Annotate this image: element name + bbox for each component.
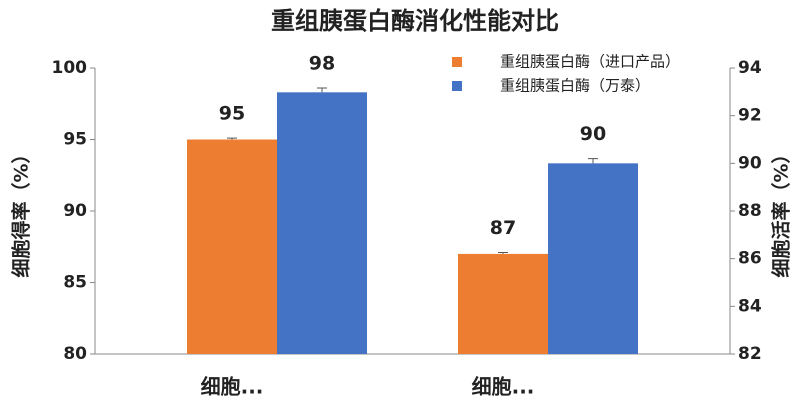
y2-tick-label: 92 [738, 106, 762, 126]
y2-tick-label: 82 [738, 344, 762, 364]
y2-tick-label: 90 [738, 153, 762, 173]
legend-swatch [452, 57, 462, 67]
bar [277, 92, 367, 354]
error-bar [498, 251, 508, 254]
bar [187, 139, 277, 354]
legend-label: 重组胰蛋白酶（进口产品） [500, 53, 680, 71]
legend-swatch [452, 81, 462, 91]
legend: 重组胰蛋白酶（进口产品） 重组胰蛋白酶（万泰） [452, 53, 680, 95]
y2-tick-label: 88 [738, 201, 762, 221]
error-bar [227, 137, 237, 140]
data-label: 98 [309, 53, 335, 75]
y2-tick-label: 86 [738, 249, 762, 269]
y2-axis-label: 细胞活率（%） [770, 144, 793, 277]
y-tick-label: 90 [63, 201, 87, 221]
y2-tick-label: 94 [738, 58, 762, 78]
x-tick-label: 细胞... [472, 375, 535, 399]
legend-label: 重组胰蛋白酶（万泰） [500, 77, 650, 95]
bar [458, 253, 548, 354]
x-tick-label: 细胞... [201, 375, 264, 399]
y-axis-label: 细胞得率（%） [10, 144, 33, 277]
data-label: 87 [490, 217, 516, 239]
y-tick-label: 95 [63, 130, 87, 150]
data-label: 95 [219, 103, 245, 125]
error-bar [317, 87, 327, 93]
y-tick-label: 85 [63, 273, 87, 293]
data-label: 90 [580, 123, 606, 145]
error-bar [588, 158, 598, 164]
y-tick-label: 100 [52, 58, 88, 78]
bar [548, 163, 638, 354]
y2-tick-label: 84 [738, 296, 762, 316]
y-tick-label: 80 [63, 344, 87, 364]
chart-title: 重组胰蛋白酶消化性能对比 [271, 7, 559, 35]
